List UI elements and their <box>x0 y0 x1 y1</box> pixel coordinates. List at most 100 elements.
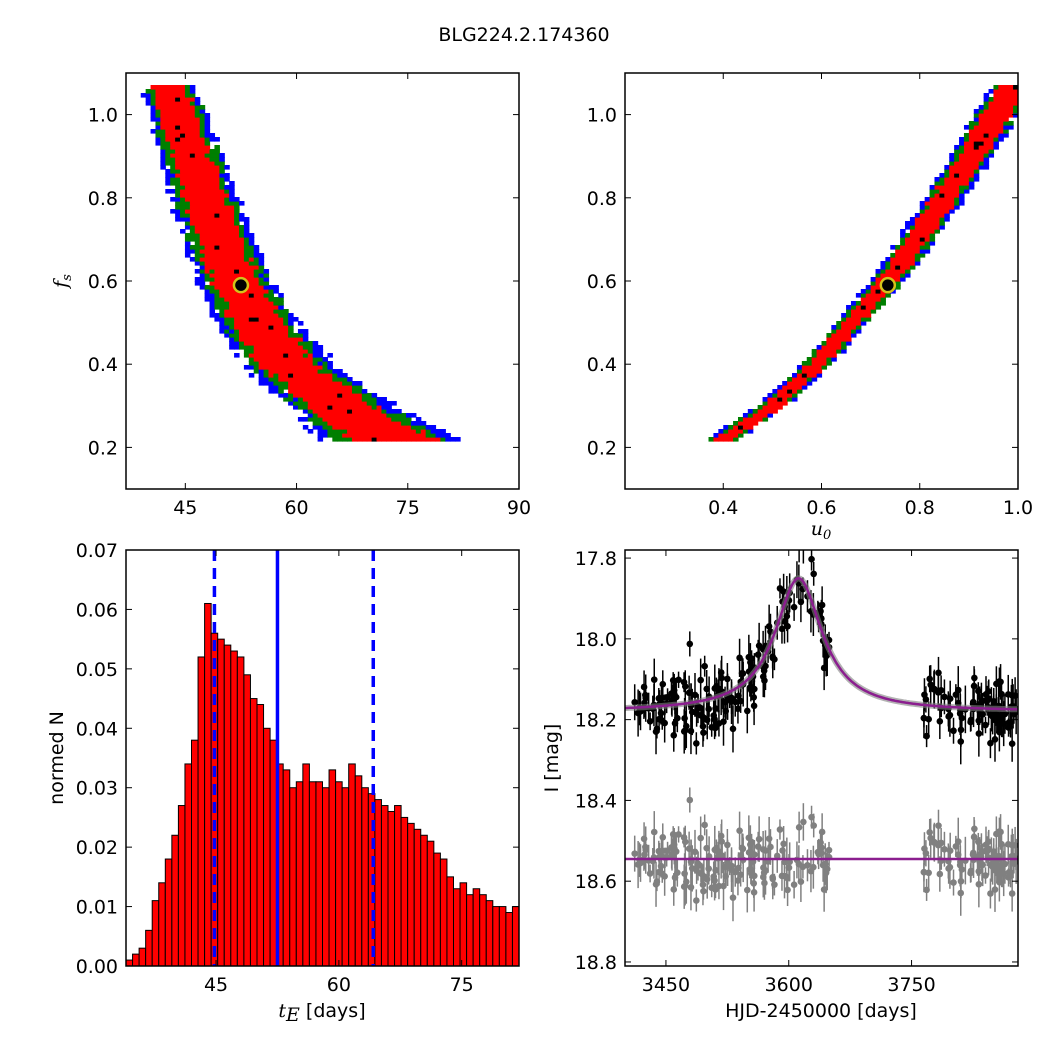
density-cell <box>317 365 324 370</box>
density-cell <box>342 389 348 394</box>
density-cell <box>1003 109 1009 114</box>
density-cell <box>219 157 225 162</box>
density-cell <box>204 165 211 170</box>
density-cell <box>219 325 225 330</box>
density-cell <box>214 285 220 290</box>
density-cell <box>214 205 220 210</box>
density-cell <box>347 401 353 406</box>
density-cell <box>905 221 911 226</box>
density-cell <box>939 205 945 210</box>
density-cell <box>234 313 240 318</box>
density-cell <box>263 313 270 318</box>
histogram-bar <box>341 787 350 966</box>
density-cell <box>954 185 960 190</box>
density-cell <box>248 353 255 358</box>
density-cell <box>184 101 191 106</box>
density-cell <box>253 309 260 314</box>
density-cell <box>283 349 289 354</box>
density-cell <box>224 261 230 266</box>
density-cell <box>949 177 955 182</box>
density-cell <box>356 385 363 390</box>
histogram-bar <box>466 894 474 966</box>
density-cell <box>204 197 211 202</box>
density-cell <box>846 309 852 314</box>
density-cell <box>248 277 255 282</box>
density-cell <box>278 325 284 330</box>
density-cell <box>317 413 324 418</box>
best-fit-point <box>232 276 250 294</box>
density-cell <box>900 257 906 262</box>
density-cell <box>302 365 309 370</box>
density-cell <box>224 229 230 234</box>
density-cell <box>175 141 181 146</box>
density-cell <box>322 413 329 418</box>
density-cell <box>959 141 965 146</box>
density-cell <box>993 121 999 126</box>
density-cell <box>860 317 867 322</box>
density-cell <box>219 253 225 258</box>
density-cell <box>288 401 294 406</box>
density-cell <box>959 137 965 142</box>
y-tick-label: 0.02 <box>76 837 118 859</box>
density-cell <box>263 341 270 346</box>
density-cell <box>420 425 427 430</box>
density-cell <box>821 345 828 350</box>
density-cell <box>445 437 451 442</box>
histogram-bar <box>354 775 363 966</box>
density-cell <box>189 129 196 134</box>
density-cell <box>988 145 995 150</box>
density-cell <box>914 217 921 222</box>
density-cell <box>391 421 397 426</box>
density-cell <box>160 161 166 166</box>
density-cell <box>224 313 230 318</box>
density-cell <box>283 393 289 398</box>
data-point <box>934 689 942 696</box>
density-cell <box>317 425 324 430</box>
density-cell <box>342 421 348 426</box>
density-cell <box>381 425 387 430</box>
density-cell <box>204 249 211 254</box>
density-cell <box>175 109 181 114</box>
density-cell <box>841 341 847 346</box>
density-cell <box>988 137 995 142</box>
density-cell <box>361 397 368 402</box>
density-cell <box>993 133 999 138</box>
density-cell <box>924 209 931 214</box>
density-cell <box>322 393 329 398</box>
density-cell <box>214 241 220 246</box>
density-cell <box>234 221 240 226</box>
density-cell <box>155 113 161 118</box>
density-cell <box>209 149 216 154</box>
histogram-bar <box>184 763 192 966</box>
residual-point <box>941 845 948 853</box>
density-cell <box>224 217 230 222</box>
density-cell <box>968 133 975 138</box>
residual-point <box>946 847 954 855</box>
density-cell <box>757 413 764 418</box>
density-cell <box>801 385 808 390</box>
density-cell <box>998 97 1004 102</box>
density-cell <box>155 85 161 90</box>
density-cell <box>733 425 739 430</box>
density-cell <box>836 337 842 342</box>
density-cell <box>968 177 975 182</box>
density-cell <box>297 341 304 346</box>
density-cell <box>831 341 837 346</box>
density-cell <box>204 169 211 174</box>
density-cell <box>406 429 412 434</box>
density-cell <box>238 261 245 266</box>
residual-point <box>642 843 649 851</box>
density-cell <box>258 273 265 278</box>
density-cell <box>850 301 857 306</box>
density-cell <box>234 217 240 222</box>
y-tick-label: 18.0 <box>575 629 617 651</box>
density-cell <box>860 301 867 306</box>
density-cell <box>180 105 186 110</box>
histogram-bar <box>263 727 271 966</box>
density-cell <box>160 145 166 150</box>
density-cell <box>184 97 191 102</box>
histogram-bar <box>348 763 356 966</box>
density-cell <box>278 389 284 394</box>
data-point <box>747 659 754 666</box>
density-cell <box>777 401 783 406</box>
